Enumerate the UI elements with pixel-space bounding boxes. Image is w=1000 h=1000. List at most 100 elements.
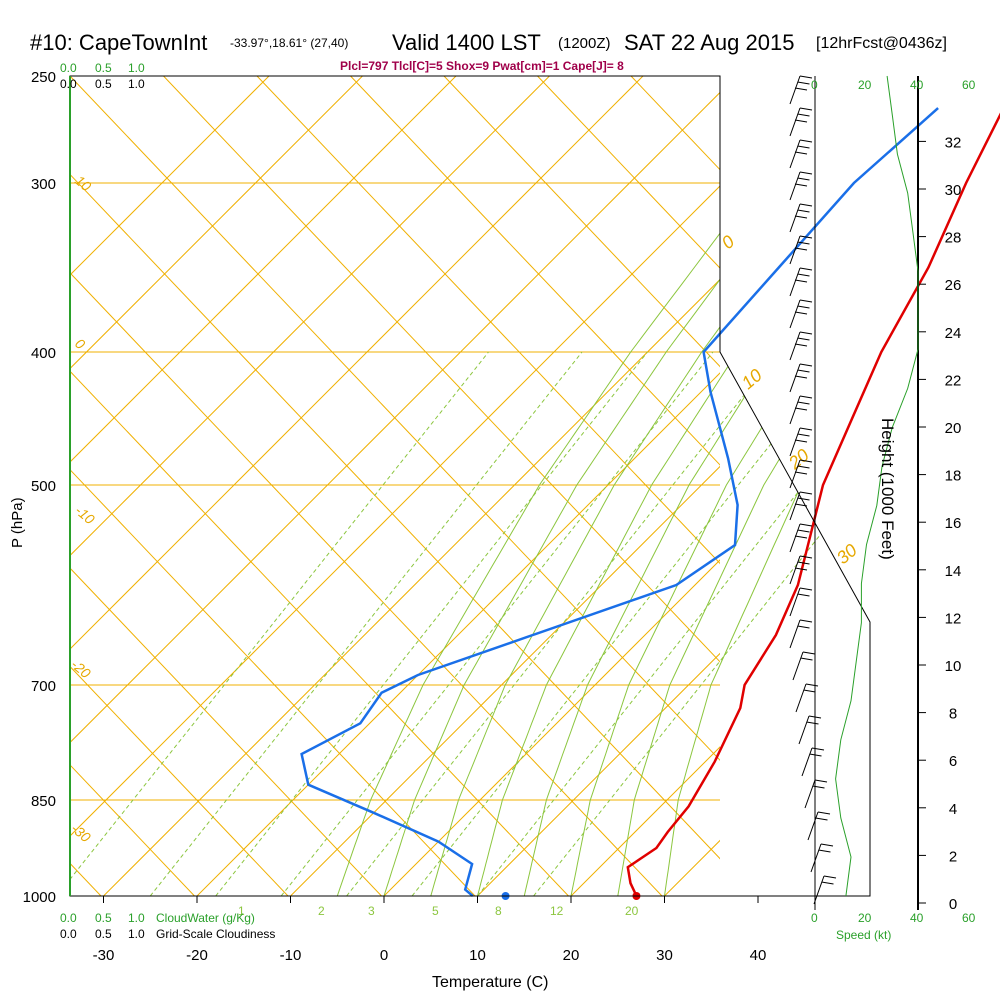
height-tick-label: 28: [945, 230, 962, 247]
isotherm-line: [477, 652, 720, 896]
height-tick-label: 14: [945, 563, 962, 580]
mixing-ratio-label: 2: [318, 904, 325, 918]
scale-top-green-1: 0.5: [95, 61, 112, 75]
scale-bot-green-1: 0.5: [95, 911, 112, 925]
wind-barb: [789, 267, 813, 297]
dry-adiabat-line: [912, 76, 1000, 896]
scale-bot-green-0: 0.0: [60, 911, 77, 925]
wind-barb: [789, 555, 813, 585]
isotherm-line: [664, 839, 720, 896]
y-tick-label: 850: [31, 793, 56, 810]
isotherm-line: [70, 185, 720, 837]
adiabats: [70, 76, 870, 896]
y-tick-label: 400: [31, 345, 56, 362]
height-tick-label: 8: [949, 706, 957, 723]
height-tick-label: 24: [945, 325, 962, 342]
stability-indices: Plcl=797 Tlcl[C]=5 Shox=9 Pwat[cm]=1 Cap…: [340, 59, 624, 73]
station-coords: -33.97°,18.61° (27,40): [230, 36, 348, 50]
x-tick-label: -10: [280, 947, 302, 964]
mixing-ratio-label: 1: [238, 904, 245, 918]
scale-top-green-0: 0.0: [60, 61, 77, 75]
dry-adiabat-line: [818, 76, 1000, 896]
dewpoint-line: [300, 107, 939, 897]
y-tick-label: 300: [31, 176, 56, 193]
speed-label: Speed (kt): [836, 928, 891, 942]
wind-speed-curve: [835, 75, 919, 897]
y-tick-label: 700: [31, 678, 56, 695]
height-tick-label: 6: [949, 753, 957, 770]
mixing-ratio-line: [346, 351, 779, 896]
adiabat-label: 10: [738, 365, 766, 393]
scale-top-green-2: 1.0: [128, 61, 145, 75]
isotherm-line: [70, 76, 550, 557]
wind-barb: [789, 619, 813, 649]
isotherm-line: [70, 91, 720, 744]
x-tick-label: 40: [750, 947, 767, 964]
mixing-ratio-line: [149, 351, 583, 896]
x-tick-label: 30: [656, 947, 673, 964]
scale-top-black-1: 0.5: [95, 77, 112, 91]
dry-adiabat-line: [70, 665, 289, 896]
y-tick-label: 500: [31, 478, 56, 495]
isotherm-line: [290, 465, 720, 896]
x-tick-label: 10: [469, 947, 486, 964]
height-tick-label: 26: [945, 277, 962, 294]
wind-barb: [789, 395, 813, 425]
wind-barb: [804, 779, 828, 809]
temperature-line: [626, 112, 1000, 897]
speed-scale: 0 20 40 60 0 20 40 60 Speed (kt): [811, 78, 976, 942]
speed-bot-3: 60: [962, 911, 976, 925]
scale-top-black-2: 1.0: [128, 77, 145, 91]
y-axis-label: P (hPa): [9, 497, 26, 548]
wind-barb: [789, 75, 813, 105]
speed-bot-0: 0: [811, 911, 818, 925]
isotherm-line: [570, 746, 720, 896]
isotherm-line: [196, 372, 720, 896]
scale-bot-black-2: 1.0: [128, 927, 145, 941]
isotherm-label: -30: [68, 820, 94, 845]
adiabat-label: 0: [718, 231, 739, 253]
mixing-ratio-line: [215, 351, 648, 896]
cloud-scale-top: 0.0 0.5 1.0 0.0 0.5 1.0: [60, 61, 145, 91]
wind-barb: [789, 299, 813, 329]
isotherm-label: 0: [72, 335, 88, 352]
wind-barb: [810, 843, 834, 873]
x-tick-label: -30: [93, 947, 115, 964]
speed-bot-1: 20: [858, 911, 872, 925]
mixing-ratio-line: [411, 351, 845, 896]
isotherm-line: [945, 76, 1000, 896]
speed-bot-2: 40: [910, 911, 924, 925]
scale-top-black-0: 0.0: [60, 77, 77, 91]
wind-barb: [789, 427, 813, 457]
wind-barb: [792, 651, 816, 681]
isotherm-line: [70, 76, 270, 276]
mixing-ratio-line: [70, 351, 489, 896]
isotherm-line: [383, 559, 720, 896]
forecast-label: [12hrFcst@0436z]: [816, 35, 947, 52]
isotherm-label: 10: [72, 172, 94, 194]
station-title: #10: CapeTownInt: [30, 30, 207, 55]
wind-barb: [789, 171, 813, 201]
wind-barb: [789, 203, 813, 233]
wind-barb: [789, 459, 813, 489]
zulu-time: (1200Z): [558, 35, 611, 52]
mixing-ratio-label: 8: [495, 904, 502, 918]
isotherm-line: [70, 76, 644, 650]
wind-barb: [789, 235, 813, 265]
isotherm-line: [852, 76, 1000, 896]
wind-barb: [789, 363, 813, 393]
moist-adiabat-line: [383, 76, 870, 896]
dry-adiabat-line: [70, 370, 569, 896]
moist-adiabat-line: [570, 76, 870, 896]
height-tick-label: 22: [945, 372, 962, 389]
y-tick-label: 1000: [23, 889, 56, 906]
dry-adiabat-line: [256, 76, 720, 565]
mixing-ratio-label: 3: [368, 904, 375, 918]
height-tick-label: 18: [945, 468, 962, 485]
moist-adiabat-line: [336, 76, 845, 896]
cloudiness-label: Grid-Scale Cloudiness: [156, 927, 275, 941]
grid: [70, 76, 1000, 896]
dry-adiabat-line: [443, 76, 720, 368]
